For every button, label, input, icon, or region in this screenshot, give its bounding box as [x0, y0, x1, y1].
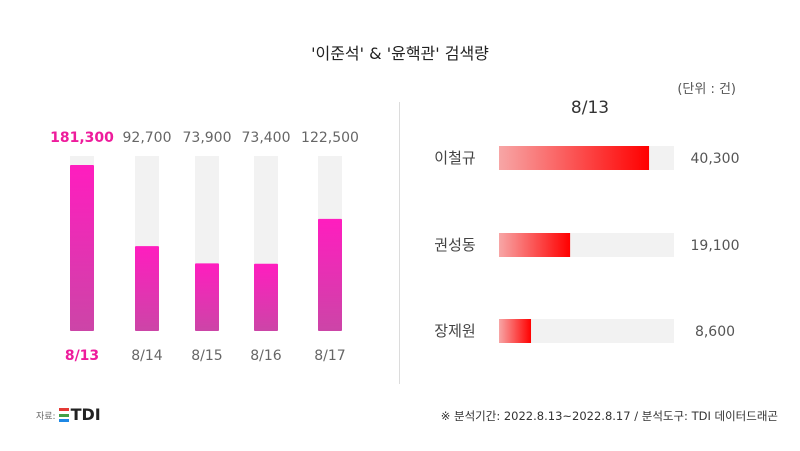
hbar — [499, 319, 532, 343]
x-tick-label: 8/17 — [314, 348, 345, 364]
source-label: 자료: — [36, 411, 56, 422]
bar — [254, 263, 278, 331]
value-label: 73,400 — [242, 130, 291, 146]
value-label: 122,500 — [301, 130, 359, 146]
hbar-value-label: 8,600 — [695, 324, 735, 340]
value-label: 92,700 — [123, 130, 172, 146]
x-tick-label: 8/14 — [131, 348, 163, 364]
tdi-logo: TDI — [58, 405, 101, 424]
category-label: 이철규 — [434, 149, 475, 167]
bar — [195, 263, 219, 331]
hbar — [499, 233, 571, 257]
tdi-logo-mark-icon — [58, 408, 69, 422]
bar — [70, 165, 94, 331]
hbar-value-label: 19,100 — [691, 238, 740, 254]
hbar-value-label: 40,300 — [691, 151, 740, 167]
bar — [135, 246, 159, 331]
footnote: ※ 분석기간: 2022.8.13~2022.8.17 / 분석도구: TDI … — [440, 409, 778, 423]
chart-title: '이준석' & '윤핵관' 검색량 — [311, 44, 489, 63]
category-label: 권성동 — [434, 236, 476, 254]
x-tick-label: 8/16 — [250, 348, 282, 364]
hbar — [499, 146, 650, 170]
value-label: 181,300 — [50, 130, 114, 146]
x-tick-label: 8/15 — [191, 348, 222, 364]
unit-label: (단위 : 건) — [677, 82, 736, 97]
x-tick-label: 8/13 — [65, 348, 99, 364]
tdi-logo-text: TDI — [70, 405, 101, 424]
source: 자료: TDI — [36, 405, 101, 424]
right-chart-date: 8/13 — [570, 98, 610, 118]
value-label: 73,900 — [183, 130, 232, 146]
category-label: 장제원 — [434, 322, 475, 340]
panel-divider — [399, 102, 400, 384]
bar — [318, 218, 342, 331]
